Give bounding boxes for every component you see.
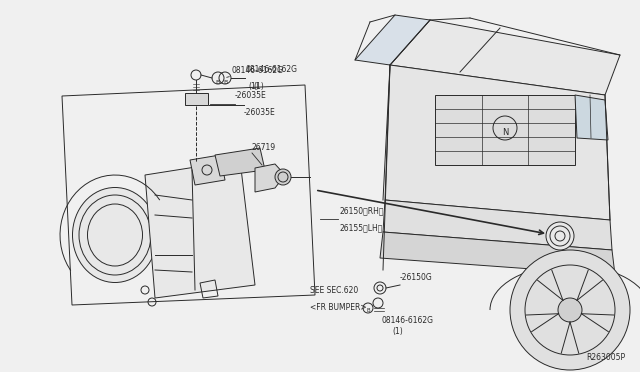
Circle shape (558, 298, 582, 322)
Bar (435, 95, 575, 165)
Text: (1): (1) (248, 82, 259, 91)
Text: <FR BUMPER>: <FR BUMPER> (310, 303, 367, 312)
Text: R263005P: R263005P (586, 353, 625, 362)
Text: 26719: 26719 (252, 143, 276, 152)
Circle shape (510, 250, 630, 370)
Polygon shape (215, 148, 265, 176)
Polygon shape (380, 232, 615, 275)
Polygon shape (190, 155, 225, 185)
Text: 08146-6162G: 08146-6162G (382, 316, 434, 325)
Text: B: B (366, 308, 370, 314)
Ellipse shape (72, 187, 157, 282)
Text: (1): (1) (392, 327, 403, 336)
Text: (1): (1) (253, 82, 264, 91)
Text: 26150〈RH〉: 26150〈RH〉 (340, 206, 385, 215)
Circle shape (275, 169, 291, 185)
Text: B: B (216, 80, 220, 84)
Text: -26035E: -26035E (244, 108, 276, 117)
Polygon shape (355, 15, 430, 65)
Polygon shape (255, 164, 285, 192)
Polygon shape (145, 160, 255, 298)
Text: 08146-6162G: 08146-6162G (245, 65, 297, 74)
Text: N: N (502, 128, 508, 137)
Text: B: B (223, 80, 227, 84)
Polygon shape (385, 65, 610, 220)
Polygon shape (390, 20, 620, 95)
Circle shape (546, 222, 574, 250)
Polygon shape (383, 200, 612, 250)
Polygon shape (185, 93, 208, 105)
Text: 26155〈LH〉: 26155〈LH〉 (340, 223, 383, 232)
Text: 08146-6162G: 08146-6162G (232, 66, 284, 75)
Polygon shape (575, 95, 608, 140)
Text: -26150G: -26150G (400, 273, 433, 282)
Text: -26035E: -26035E (235, 91, 267, 100)
Text: SEE SEC.620: SEE SEC.620 (310, 286, 358, 295)
